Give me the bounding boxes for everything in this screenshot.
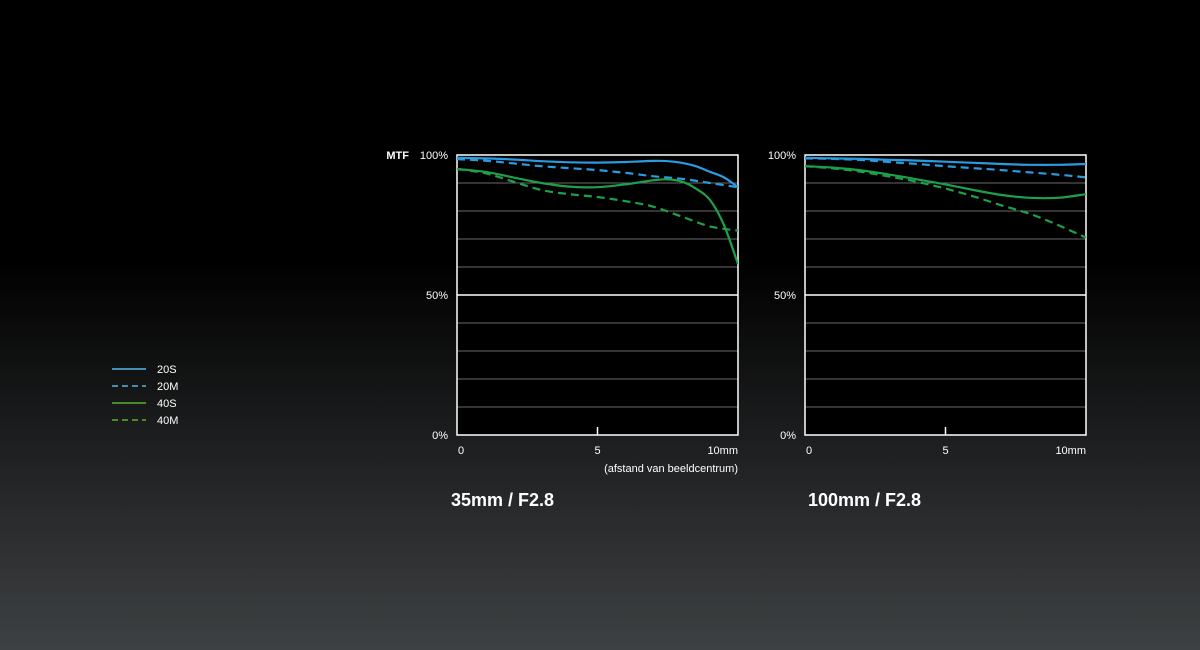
y-tick-label: 100% [420,150,448,162]
chart-1: 0% 50% 100% 0 5 10mm (afstand van beeldcentrum… [386,150,739,510]
legend-label-20m: 20M [157,381,178,393]
charts: 0%50%100%0 5 10mm(afstand van beeldcentrum… [386,150,1087,510]
chart-title: 35mm / F2.8 [451,490,554,510]
x-tick-label: 0 [806,445,812,457]
chart-2: 0% 50% 100% 0 5 10mm 100mm / F2.8 [768,150,1087,510]
y-tick-label: 50% [426,290,448,302]
legend: 20S 20M 40S 40M [112,364,178,427]
x-tick-label: 0 [458,445,464,457]
y-tick-label: 50% [774,290,796,302]
x-axis-label: (afstand van beeldcentrum) [604,463,738,475]
legend-label-20s: 20S [157,364,177,376]
x-tick-label: 10mm [707,445,738,457]
x-tick-label: 5 [594,445,600,457]
series-line-20s [805,156,1086,166]
legend-label-40s: 40S [157,398,177,410]
series-line-20s [457,156,738,189]
y-tick-label: 0% [432,430,448,442]
y-tick-label: 100% [768,150,796,162]
series-line-40s [805,165,1086,200]
y-axis-label: MTF [386,150,409,162]
series-line-40m [457,167,738,232]
series-line-40m [805,165,1086,239]
series-line-40s [457,167,738,265]
x-tick-label: 5 [942,445,948,457]
y-tick-label: 0% [780,430,796,442]
chart-title: 100mm / F2.8 [808,490,921,510]
legend-label-40m: 40M [157,415,178,427]
x-tick-label: 10mm [1055,445,1086,457]
